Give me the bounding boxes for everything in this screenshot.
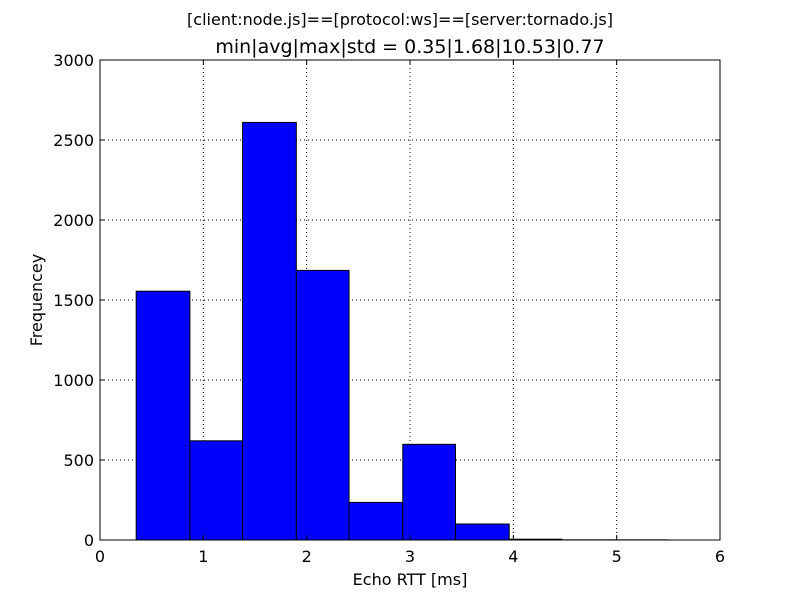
histogram-bar	[402, 443, 456, 541]
y-tick-label: 1000	[53, 371, 94, 390]
x-axis-label: Echo RTT [ms]	[353, 570, 468, 589]
chart-title: min|avg|max|std = 0.35|1.68|10.53|0.77	[215, 36, 605, 58]
x-tick-label: 3	[405, 547, 415, 566]
x-tick-label: 6	[715, 547, 725, 566]
histogram-bar	[348, 501, 404, 541]
tick-labels: 0 1 2 3 4 5 6 0 500 1000 1500 2000 2500 3000	[53, 51, 725, 566]
histogram-bar	[295, 269, 350, 541]
histogram-bar	[454, 523, 510, 541]
chart-suptitle: [client:node.js]==[protocol:ws]==[server…	[187, 10, 613, 29]
x-tick-label: 4	[508, 547, 518, 566]
y-tick-label: 1500	[53, 291, 94, 310]
histogram-bar	[242, 121, 297, 541]
x-tick-label: 1	[198, 547, 208, 566]
y-tick-label: 2000	[53, 211, 94, 230]
y-tick-label: 500	[63, 451, 94, 470]
histogram-bars	[135, 121, 669, 541]
y-tick-label: 2500	[53, 131, 94, 150]
y-tick-label: 3000	[53, 51, 94, 70]
histogram-bar	[189, 440, 244, 541]
x-tick-label: 2	[302, 547, 312, 566]
x-tick-label: 5	[612, 547, 622, 566]
x-tick-label: 0	[95, 547, 105, 566]
y-axis-label: Frequencey	[27, 254, 46, 347]
y-tick-label: 0	[84, 531, 94, 550]
axis-ticks	[99, 59, 721, 541]
histogram-bar	[135, 290, 191, 541]
